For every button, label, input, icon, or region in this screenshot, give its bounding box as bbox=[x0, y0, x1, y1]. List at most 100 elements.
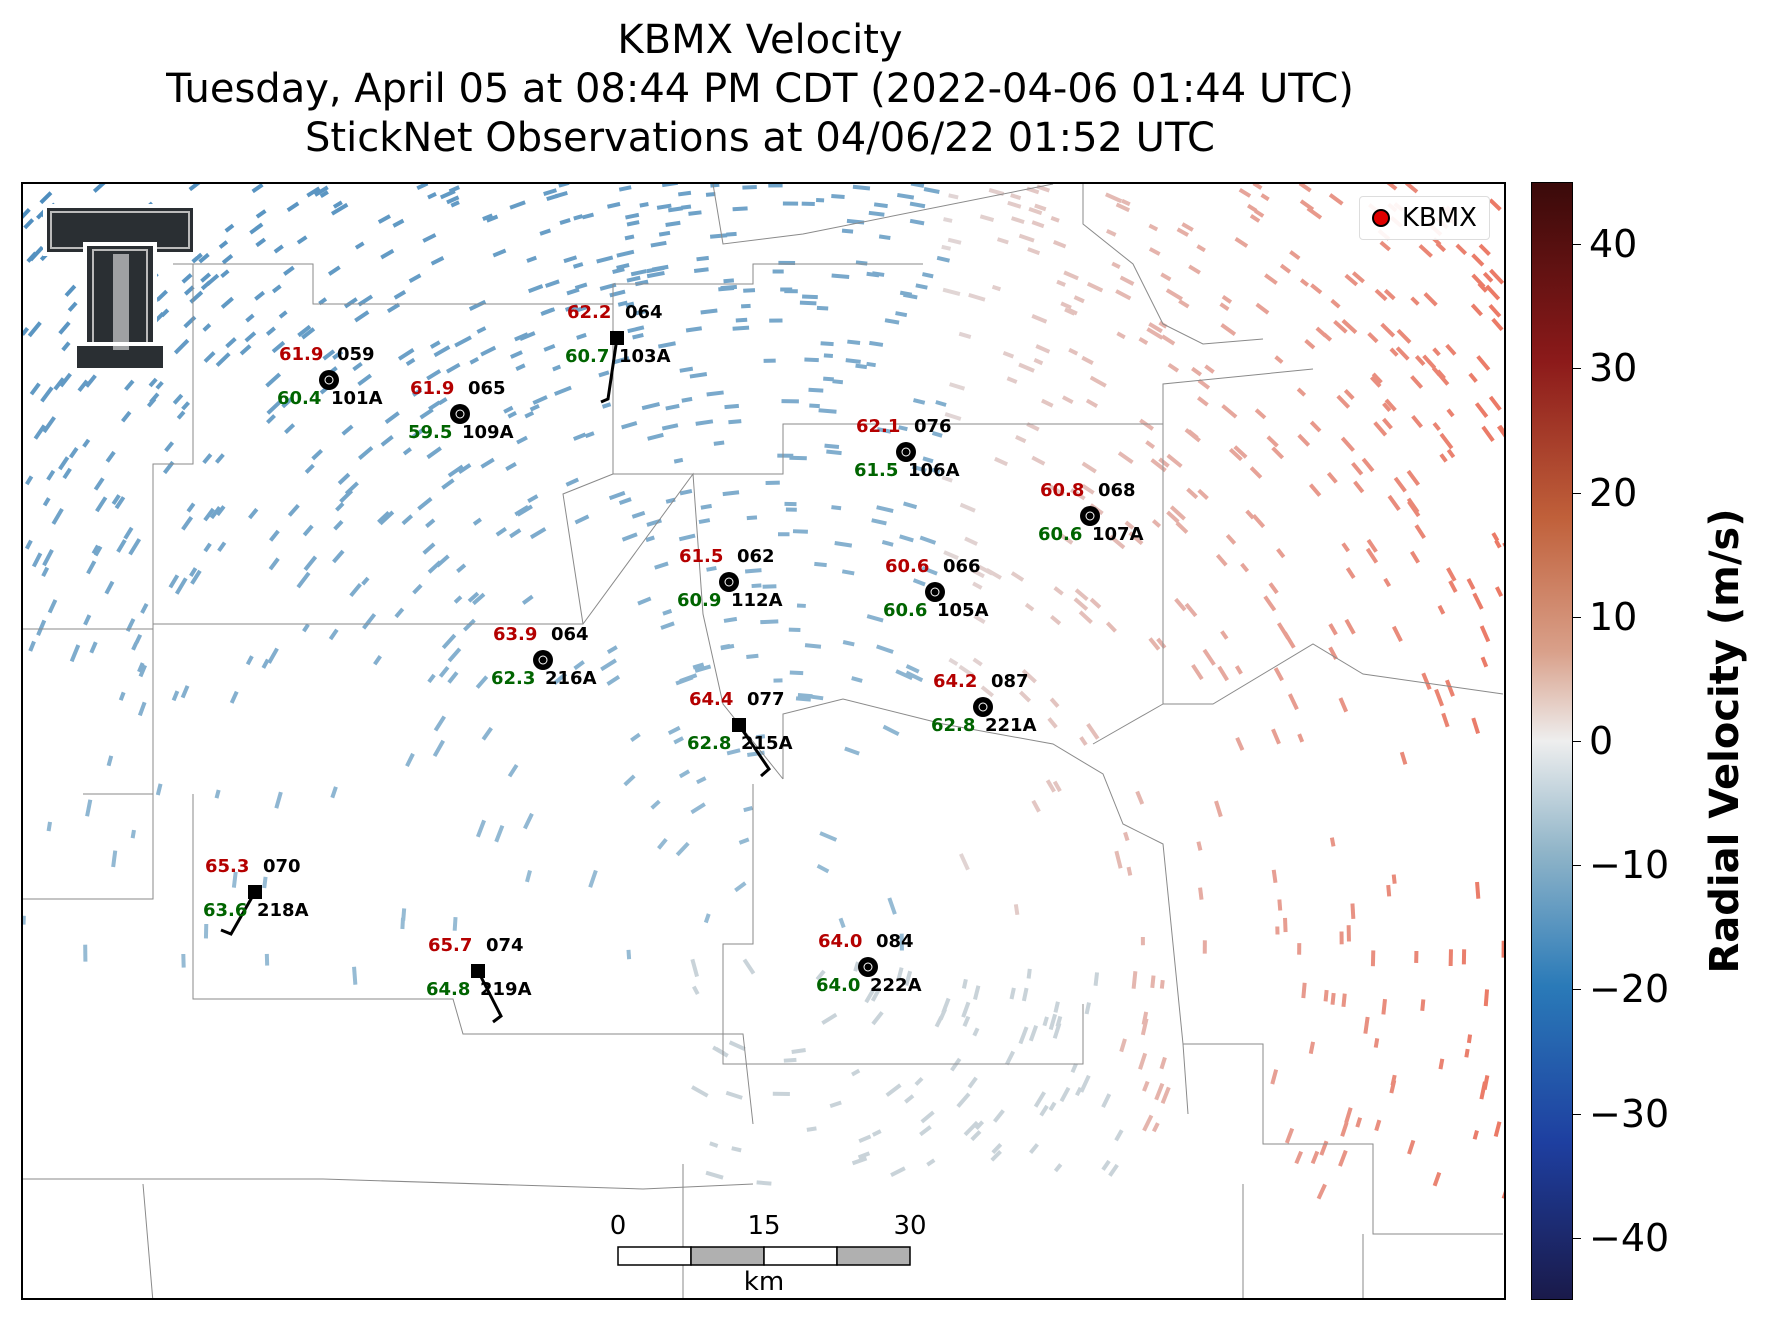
velocity-gate bbox=[532, 395, 548, 405]
velocity-gate bbox=[1414, 524, 1426, 539]
velocity-gate bbox=[723, 616, 738, 623]
velocity-gate bbox=[844, 746, 860, 756]
velocity-gate bbox=[339, 489, 354, 504]
velocity-gate bbox=[1379, 240, 1391, 252]
velocity-gate bbox=[203, 542, 212, 553]
velocity-gate bbox=[1374, 288, 1388, 302]
velocity-gate bbox=[808, 387, 824, 393]
velocity-gate bbox=[1219, 302, 1230, 312]
velocity-gate bbox=[1196, 841, 1203, 851]
station-temperature: 65.7 bbox=[428, 935, 472, 956]
velocity-gate bbox=[1482, 1075, 1490, 1090]
station-215A: 64.4 077 62.8 215A bbox=[687, 689, 793, 778]
velocity-gate bbox=[816, 864, 830, 874]
velocity-gate bbox=[1470, 303, 1483, 317]
velocity-gate bbox=[313, 185, 329, 197]
velocity-gate bbox=[1480, 656, 1489, 668]
station-temperature: 61.9 bbox=[410, 378, 454, 399]
velocity-gate bbox=[963, 1120, 979, 1137]
velocity-gate bbox=[601, 402, 612, 409]
velocity-gate bbox=[1121, 198, 1131, 207]
velocity-gate bbox=[618, 185, 632, 192]
velocity-gate bbox=[726, 231, 737, 237]
velocity-gate bbox=[831, 505, 842, 511]
velocity-gate bbox=[419, 407, 434, 420]
velocity-gate bbox=[1249, 214, 1261, 223]
velocity-gate bbox=[1089, 597, 1102, 609]
velocity-gate bbox=[330, 786, 338, 799]
velocity-gate bbox=[838, 917, 846, 929]
velocity-gate bbox=[871, 271, 885, 277]
title-radar: KBMX Velocity bbox=[617, 17, 903, 63]
velocity-gate bbox=[1266, 435, 1279, 448]
velocity-gate bbox=[1197, 378, 1211, 390]
velocity-gate bbox=[1274, 355, 1284, 364]
velocity-gate bbox=[773, 678, 783, 683]
velocity-gate bbox=[1455, 243, 1468, 256]
velocity-gate bbox=[1483, 989, 1490, 1007]
velocity-gate bbox=[244, 331, 257, 343]
velocity-gate bbox=[1175, 521, 1189, 534]
velocity-gate bbox=[1117, 451, 1134, 465]
velocity-gate bbox=[871, 1129, 882, 1137]
velocity-gate bbox=[1233, 445, 1248, 459]
velocity-gate bbox=[1351, 461, 1364, 476]
station-216A: 63.9 064 62.3 216A bbox=[491, 624, 597, 689]
velocity-gate bbox=[722, 490, 740, 497]
velocity-gate bbox=[1439, 453, 1448, 463]
velocity-gate bbox=[588, 869, 598, 888]
velocity-gate bbox=[616, 249, 635, 258]
station-marker-circle-icon bbox=[533, 650, 553, 670]
velocity-gate bbox=[327, 265, 341, 276]
velocity-gate bbox=[1108, 1163, 1119, 1177]
velocity-gate bbox=[426, 369, 442, 381]
station-marker-circle-icon bbox=[319, 370, 339, 390]
map-legend: KBMX bbox=[1358, 196, 1490, 240]
calm-wind-icon bbox=[1085, 511, 1095, 521]
velocity-gate bbox=[262, 876, 268, 889]
velocity-gate bbox=[1414, 355, 1426, 366]
velocity-gate bbox=[944, 412, 962, 421]
velocity-gate bbox=[625, 212, 640, 220]
velocity-gate bbox=[1033, 358, 1044, 366]
velocity-gate bbox=[220, 269, 230, 279]
velocity-gate bbox=[1106, 229, 1117, 237]
velocity-gate bbox=[979, 214, 995, 222]
velocity-gate bbox=[176, 410, 186, 420]
velocity-gate bbox=[974, 1120, 985, 1131]
velocity-gate bbox=[1196, 396, 1209, 407]
velocity-gate bbox=[1268, 582, 1279, 595]
velocity-gate bbox=[915, 283, 928, 290]
velocity-gate bbox=[526, 255, 537, 263]
map-panel[interactable]: 61.9 059 60.4 101A 61.9 065 59.5 109A 62.2 064 60.… bbox=[21, 182, 1506, 1300]
velocity-gate bbox=[284, 423, 296, 435]
velocity-gate bbox=[1472, 592, 1484, 610]
velocity-gate bbox=[696, 255, 709, 262]
velocity-gate bbox=[1056, 279, 1066, 287]
velocity-gate bbox=[92, 184, 109, 193]
velocity-gate bbox=[450, 200, 460, 208]
velocity-gate bbox=[1344, 273, 1359, 287]
velocity-gate bbox=[824, 443, 840, 450]
velocity-gate bbox=[1367, 332, 1379, 344]
velocity-gate bbox=[1111, 261, 1121, 269]
station-marker-circle-icon bbox=[719, 572, 739, 592]
map-canvas[interactable]: 61.9 059 60.4 101A 61.9 065 59.5 109A 62.2 064 60.… bbox=[23, 184, 1506, 1300]
velocity-gate bbox=[909, 201, 926, 209]
velocity-gate bbox=[735, 317, 748, 323]
velocity-gate bbox=[1029, 1143, 1039, 1155]
velocity-gate bbox=[700, 503, 712, 510]
velocity-gate bbox=[961, 1001, 971, 1018]
velocity-gate bbox=[853, 961, 860, 972]
velocity-gate bbox=[1115, 289, 1132, 301]
velocity-gate bbox=[988, 187, 1005, 196]
velocity-gate bbox=[931, 431, 943, 438]
velocity-gate bbox=[393, 290, 407, 300]
velocity-gate bbox=[1297, 943, 1302, 955]
velocity-gate bbox=[868, 210, 885, 217]
velocity-gate bbox=[1333, 319, 1348, 334]
velocity-gate bbox=[447, 671, 459, 684]
velocity-gate bbox=[429, 340, 441, 349]
velocity-gate bbox=[111, 850, 118, 868]
sticknet-stations: 61.9 059 60.4 101A 61.9 065 59.5 109A 62.2 064 60.… bbox=[203, 302, 1144, 1024]
